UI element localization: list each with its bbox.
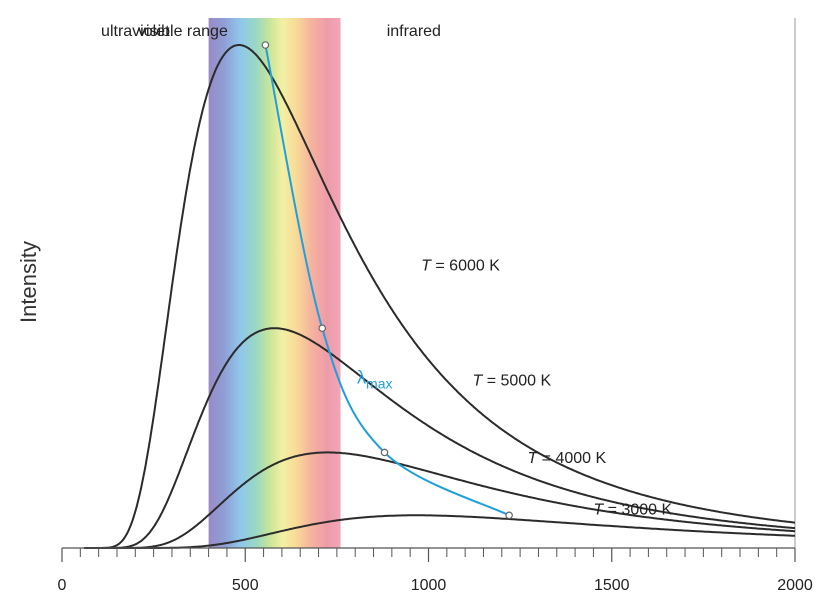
peak-marker-4000k bbox=[380, 448, 389, 457]
visible-range-band bbox=[208, 18, 341, 548]
region-label-infrared: infrared bbox=[387, 23, 441, 40]
region-label-visible-range: visible range bbox=[138, 23, 228, 40]
peak-marker-3000k bbox=[505, 511, 513, 520]
y-axis-label: Intensity bbox=[16, 241, 41, 323]
x-tick-label-1000: 1000 bbox=[411, 577, 447, 594]
series-label-4000k: T = 4000 K bbox=[527, 450, 606, 467]
x-tick-label-500: 500 bbox=[232, 577, 259, 594]
curve-6000k bbox=[84, 44, 796, 549]
x-tick-label-0: 0 bbox=[58, 577, 67, 594]
lambda-subscript: max bbox=[366, 376, 392, 392]
curve-5000k bbox=[84, 327, 796, 549]
peak-marker-5000k bbox=[318, 324, 327, 332]
lambda-max-label: λmax bbox=[357, 368, 392, 392]
curve-3000k bbox=[84, 514, 796, 549]
x-tick-label-2000: 2000 bbox=[777, 577, 813, 594]
peak-marker-6000k bbox=[261, 41, 270, 49]
lambda-max-curve bbox=[264, 44, 510, 517]
lambda-symbol: λ bbox=[357, 368, 366, 388]
series-label-6000k: T = 6000 K bbox=[421, 257, 500, 274]
x-tick-label-1500: 1500 bbox=[594, 577, 630, 594]
region-label-ultraviolet: ultraviolet bbox=[101, 23, 170, 40]
series-label-3000k: T = 3000 K bbox=[593, 501, 672, 518]
curve-4000k bbox=[84, 451, 796, 549]
series-label-5000k: T = 5000 K bbox=[472, 373, 551, 390]
